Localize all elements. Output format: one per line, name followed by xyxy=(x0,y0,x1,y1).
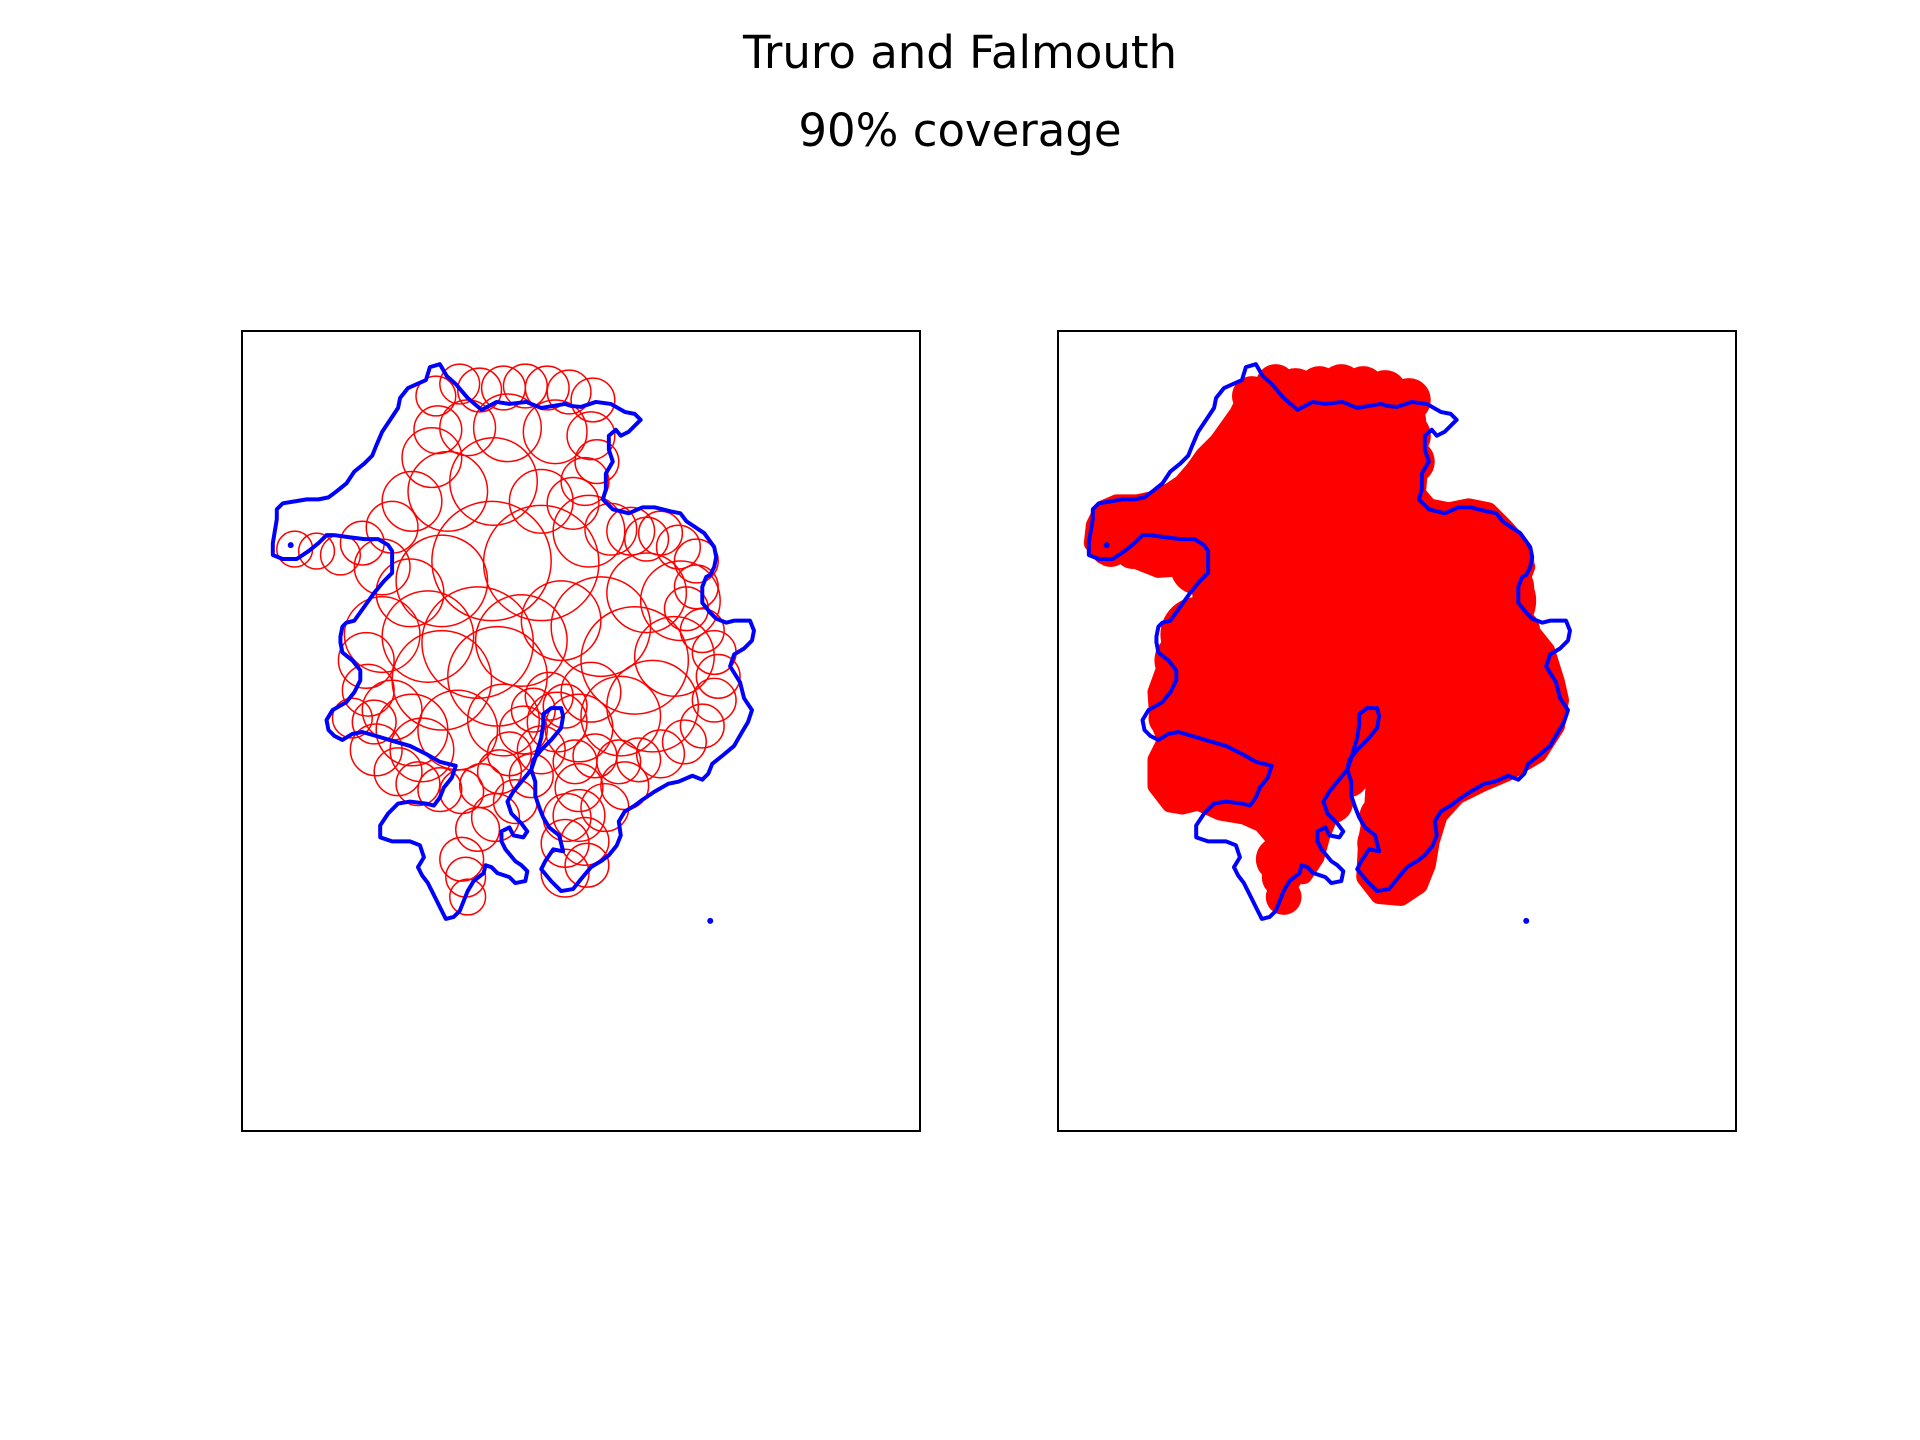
coverage-disc xyxy=(1148,698,1189,738)
coverage-circle xyxy=(655,524,702,570)
coverage-circle xyxy=(439,363,481,405)
coverage-circle xyxy=(351,699,397,745)
coverage-circle xyxy=(552,739,598,785)
area-boundary xyxy=(1086,362,1572,921)
coverage-circle xyxy=(606,552,688,634)
coverage-circle xyxy=(540,848,590,898)
boundary-islet xyxy=(1523,917,1530,924)
area-boundary xyxy=(270,362,756,921)
coverage-circle xyxy=(439,836,485,882)
coverage-fill xyxy=(1083,364,1569,915)
coverage-circle xyxy=(552,788,606,843)
coverage-disc xyxy=(1263,626,1364,727)
coverage-circle xyxy=(606,659,700,753)
coverage-circle xyxy=(401,427,463,489)
figure-subtitle: 90% coverage xyxy=(798,104,1122,157)
coverage-circle xyxy=(580,675,662,757)
coverage-disc xyxy=(1359,793,1407,842)
coverage-circle xyxy=(661,719,708,765)
coverage-circle xyxy=(381,470,443,532)
coverage-circle xyxy=(415,375,457,417)
coverage-circle xyxy=(679,703,725,749)
coverage-circle xyxy=(691,677,737,723)
boundary-islet xyxy=(287,542,294,549)
coverage-circle xyxy=(454,806,501,853)
coverage-circle xyxy=(560,661,622,723)
coverage-circle xyxy=(431,500,552,622)
coverage-circle xyxy=(474,594,568,688)
coverage-circle xyxy=(341,663,395,717)
coverage-circle xyxy=(679,607,725,654)
coverage-filled-map xyxy=(1083,362,1572,924)
coverage-circle xyxy=(508,753,554,799)
coverage-disc xyxy=(1377,662,1437,723)
coverage-circle xyxy=(542,683,588,729)
coverage-circle xyxy=(331,697,373,739)
coverage-circle xyxy=(339,520,385,566)
coverage-circle xyxy=(574,438,620,485)
coverage-circle xyxy=(526,691,588,753)
coverage-disc xyxy=(1231,376,1272,416)
boundary-islet xyxy=(1103,542,1110,549)
coverage-circle xyxy=(554,763,604,813)
coverage-circle xyxy=(546,476,600,530)
coverage-disc xyxy=(1092,531,1129,567)
coverage-circles-map xyxy=(270,362,756,924)
coverage-circle xyxy=(566,411,616,461)
coverage-circle xyxy=(449,436,539,526)
coverage-circle xyxy=(570,377,616,423)
coverage-circle xyxy=(389,717,455,783)
coverage-circle xyxy=(522,399,588,465)
coverage-circle xyxy=(413,405,463,455)
coverage-circle xyxy=(695,653,741,699)
coverage-circle xyxy=(447,625,548,727)
coverage-circle xyxy=(343,596,421,674)
coverage-disc xyxy=(1265,879,1302,915)
coverage-circle xyxy=(297,532,336,570)
coverage-circles-panel xyxy=(241,330,921,1132)
coverage-circle xyxy=(482,504,600,622)
coverage-circle xyxy=(564,842,610,888)
coverage-circle xyxy=(633,615,715,697)
coverage-circle xyxy=(407,450,489,532)
coverage-circle xyxy=(417,689,499,771)
coverage-disc xyxy=(1387,378,1431,422)
coverage-circle xyxy=(466,683,540,757)
coverage-circle xyxy=(365,500,419,554)
coverage-circle xyxy=(472,393,542,463)
coverage-circle xyxy=(508,468,574,534)
coverage-circle xyxy=(639,560,721,642)
coverage-circle xyxy=(552,494,626,568)
coverage-circle xyxy=(635,729,686,779)
coverage-circle xyxy=(584,502,638,556)
coverage-circle xyxy=(417,767,463,813)
coverage-circle xyxy=(449,878,487,916)
coverage-circle xyxy=(540,818,590,868)
coverage-filled-panel xyxy=(1057,330,1737,1132)
coverage-circle xyxy=(524,365,570,411)
coverage-circle xyxy=(502,363,548,409)
boundary-islet xyxy=(707,917,714,924)
coverage-circle xyxy=(353,538,411,596)
figure-title: Truro and Falmouth xyxy=(742,26,1178,79)
coverage-circle xyxy=(498,705,548,755)
coverage-circle xyxy=(544,693,614,763)
coverage-circle xyxy=(580,605,690,715)
coverage-circle xyxy=(337,631,395,689)
coverage-circle xyxy=(276,530,314,568)
coverage-circle xyxy=(520,580,602,662)
coverage-circle xyxy=(373,747,423,797)
coverage-disc xyxy=(1416,761,1465,810)
coverage-circle xyxy=(395,761,441,807)
coverage-circle xyxy=(456,367,503,413)
coverage-circle xyxy=(395,534,489,628)
coverage-circle xyxy=(546,369,592,415)
coverage-circle xyxy=(637,510,684,556)
coverage-circle xyxy=(560,456,610,507)
coverage-circle xyxy=(381,590,475,684)
coverage-disc xyxy=(1422,553,1503,633)
